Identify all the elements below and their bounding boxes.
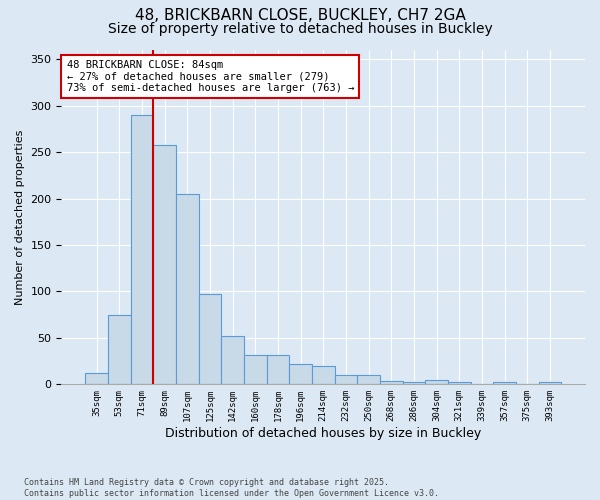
Bar [289, 364, 312, 384]
Text: Contains HM Land Registry data © Crown copyright and database right 2025.
Contai: Contains HM Land Registry data © Crown c… [24, 478, 439, 498]
Y-axis label: Number of detached properties: Number of detached properties [15, 130, 25, 305]
Bar [312, 366, 335, 384]
Bar [153, 144, 176, 384]
Bar [244, 354, 266, 384]
Bar [357, 375, 380, 384]
Text: 48, BRICKBARN CLOSE, BUCKLEY, CH7 2GA: 48, BRICKBARN CLOSE, BUCKLEY, CH7 2GA [134, 8, 466, 22]
Bar [199, 294, 221, 384]
Bar [380, 380, 403, 384]
X-axis label: Distribution of detached houses by size in Buckley: Distribution of detached houses by size … [165, 427, 481, 440]
Text: 48 BRICKBARN CLOSE: 84sqm
← 27% of detached houses are smaller (279)
73% of semi: 48 BRICKBARN CLOSE: 84sqm ← 27% of detac… [67, 60, 354, 93]
Bar [108, 314, 131, 384]
Bar [85, 373, 108, 384]
Bar [493, 382, 516, 384]
Bar [266, 354, 289, 384]
Bar [221, 336, 244, 384]
Bar [448, 382, 470, 384]
Bar [539, 382, 561, 384]
Bar [403, 382, 425, 384]
Bar [176, 194, 199, 384]
Bar [335, 375, 357, 384]
Bar [131, 115, 153, 384]
Text: Size of property relative to detached houses in Buckley: Size of property relative to detached ho… [107, 22, 493, 36]
Bar [425, 380, 448, 384]
